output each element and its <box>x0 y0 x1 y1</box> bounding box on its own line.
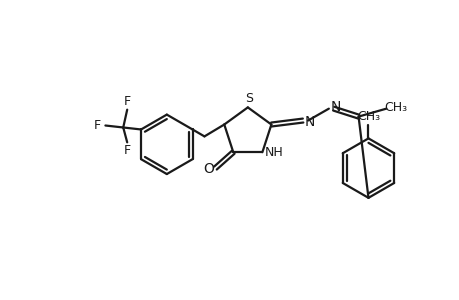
Text: N: N <box>304 115 314 128</box>
Text: F: F <box>94 119 101 132</box>
Text: N: N <box>330 100 340 114</box>
Text: S: S <box>244 92 252 105</box>
Text: NH: NH <box>264 146 283 159</box>
Text: O: O <box>202 162 213 176</box>
Text: CH₃: CH₃ <box>356 110 379 123</box>
Text: F: F <box>123 144 130 157</box>
Text: F: F <box>123 95 130 108</box>
Text: CH₃: CH₃ <box>384 101 407 114</box>
